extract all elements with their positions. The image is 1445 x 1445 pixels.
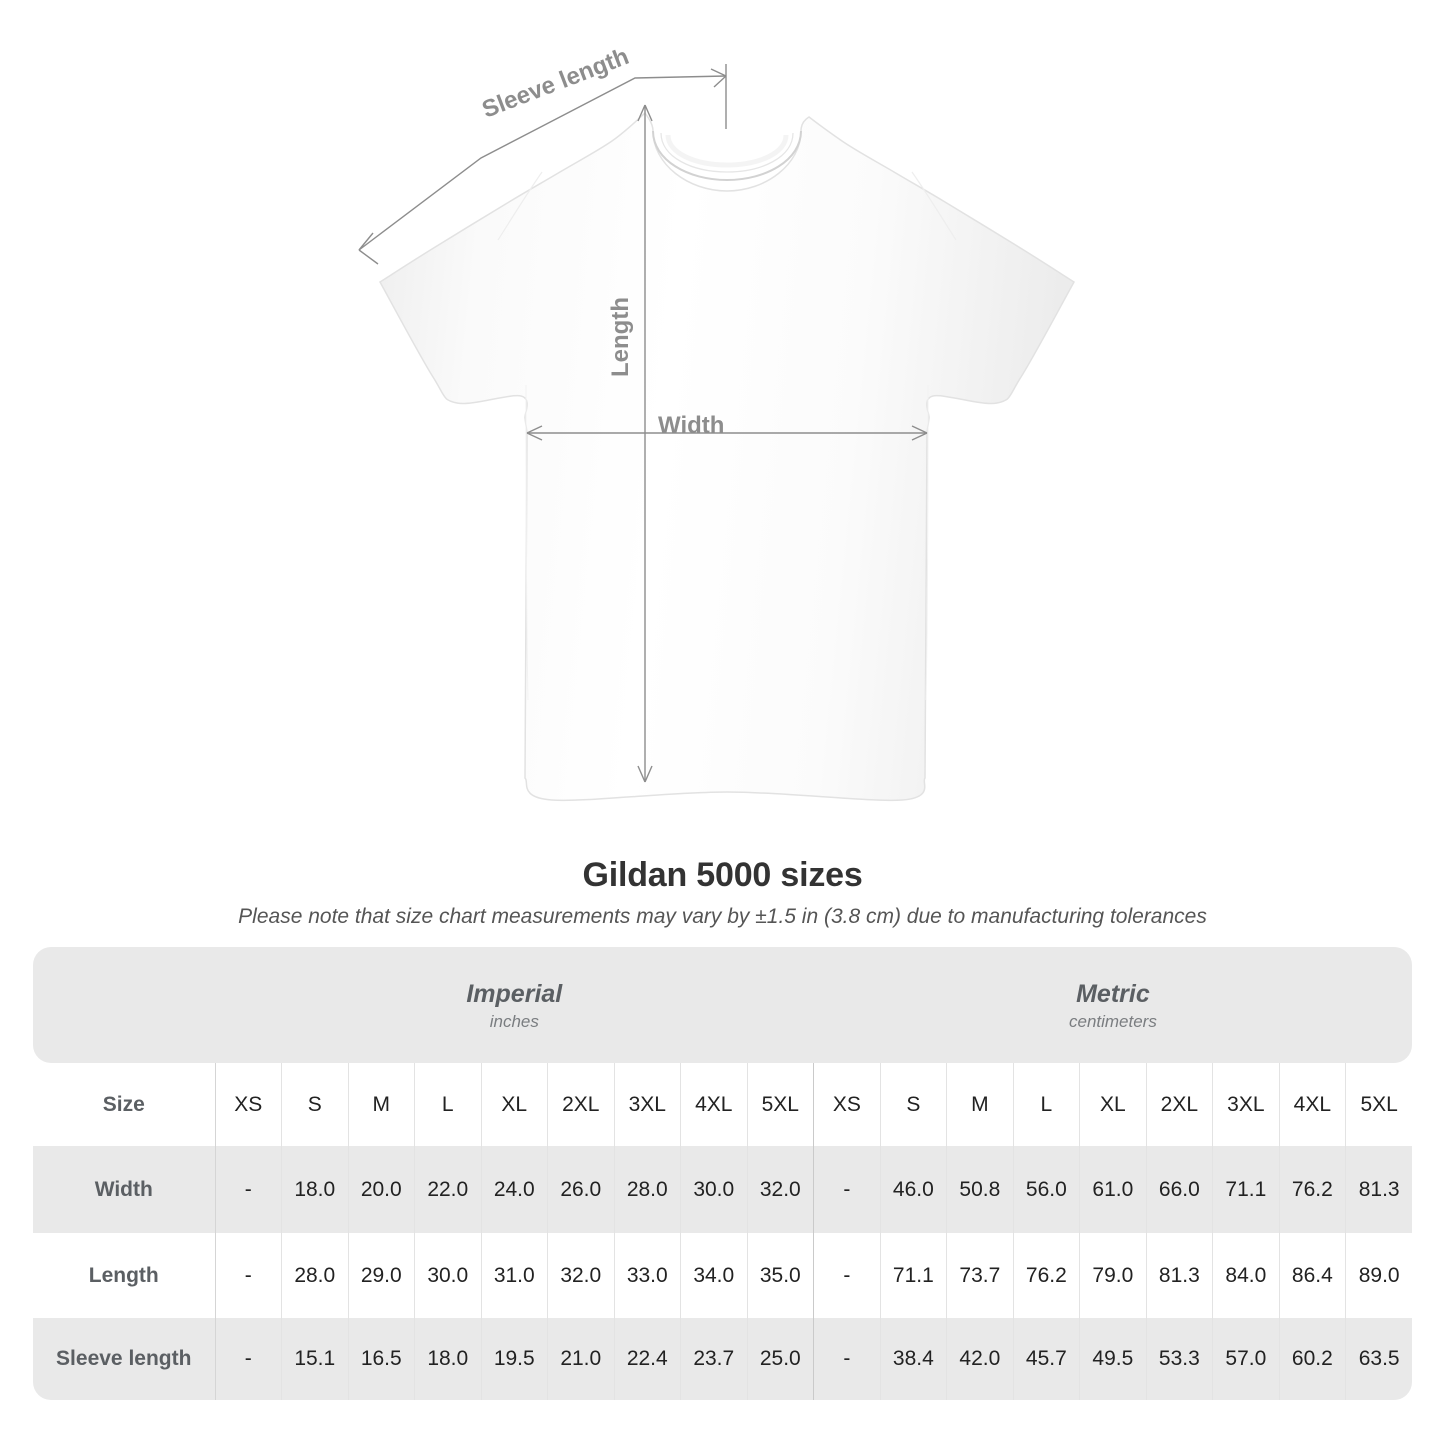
svg-text:Length: Length <box>607 297 634 377</box>
svg-text:Sleeve length: Sleeve length <box>478 43 632 124</box>
svg-text:Width: Width <box>658 412 724 439</box>
